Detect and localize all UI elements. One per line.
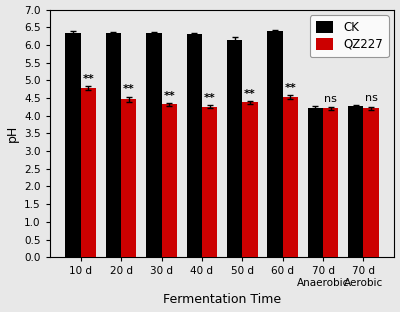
Bar [348,106,364,257]
Text: **: ** [204,93,216,103]
Bar [106,33,121,257]
Bar [323,108,338,257]
Bar [81,88,96,257]
X-axis label: Fermentation Time: Fermentation Time [163,294,281,306]
Bar [146,33,162,257]
Bar [283,97,298,257]
Bar [308,108,323,257]
Bar [227,40,242,257]
Text: **: ** [163,91,175,101]
Text: **: ** [284,83,296,93]
Y-axis label: pH: pH [6,125,18,142]
Text: **: ** [82,74,94,84]
Bar [267,32,283,257]
Legend: CK, QZ227: CK, QZ227 [310,16,388,57]
Bar [202,107,217,257]
Bar [364,108,379,257]
Bar [121,99,136,257]
Text: ns: ns [324,94,337,104]
Bar [242,102,258,257]
Text: **: ** [244,89,256,99]
Bar [162,105,177,257]
Text: **: ** [123,85,135,95]
Bar [66,32,81,257]
Text: ns: ns [365,93,378,103]
Bar [186,34,202,257]
